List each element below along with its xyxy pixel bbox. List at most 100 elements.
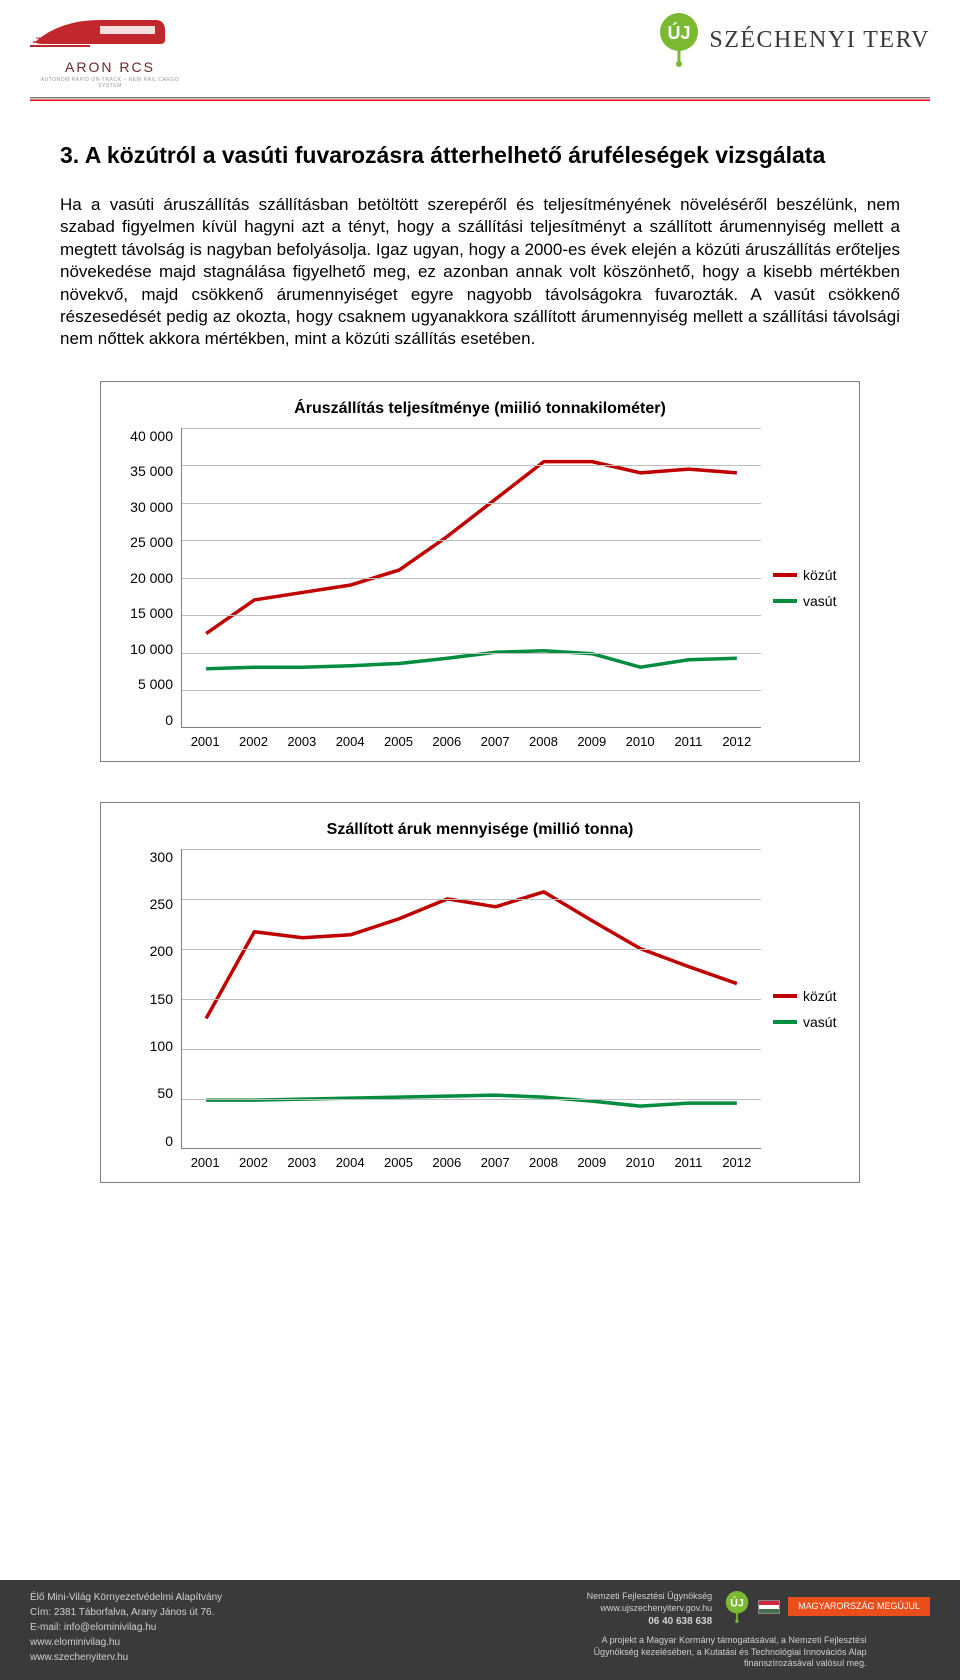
xtick-label: 2006 xyxy=(423,734,471,749)
legend-label: közút xyxy=(803,988,836,1004)
xtick-label: 2001 xyxy=(181,1155,229,1170)
gridline xyxy=(182,1049,761,1050)
xtick-label: 2011 xyxy=(664,1155,712,1170)
gridline xyxy=(182,849,761,850)
gridline xyxy=(182,465,761,466)
gridline xyxy=(182,949,761,950)
chart-2-xaxis: 2001200220032004200520062007200820092010… xyxy=(181,1149,761,1170)
chart-2-plot xyxy=(181,849,761,1149)
legend-item: közút xyxy=(773,988,841,1004)
gridline xyxy=(182,503,761,504)
legend-swatch-icon xyxy=(773,1020,797,1024)
xtick-label: 2012 xyxy=(713,734,761,749)
xtick-label: 2008 xyxy=(519,734,567,749)
main-content: 3. A közútról a vasúti fuvarozásra átter… xyxy=(0,101,960,1243)
ytick-label: 250 xyxy=(150,896,173,912)
train-icon xyxy=(30,12,170,52)
ytick-label: 30 000 xyxy=(130,499,173,515)
gridline xyxy=(182,615,761,616)
footer-nfu-top: Nemzeti Fejlesztési Ügynökség xyxy=(587,1590,713,1603)
svg-text:ÚJ: ÚJ xyxy=(730,1596,744,1609)
ytick-label: 50 xyxy=(157,1085,173,1101)
xtick-label: 2006 xyxy=(423,1155,471,1170)
footer-org: Élő Mini-Világ Környezetvédelmi Alapítvá… xyxy=(30,1590,222,1605)
gridline xyxy=(182,1099,761,1100)
xtick-label: 2003 xyxy=(278,1155,326,1170)
aron-logo-subtext: AUTONOM RAPID ON-TRACK – NEW RAIL CARGO … xyxy=(30,77,190,89)
legend-swatch-icon xyxy=(773,994,797,998)
gridline xyxy=(182,578,761,579)
xtick-label: 2003 xyxy=(278,734,326,749)
xtick-label: 2007 xyxy=(471,1155,519,1170)
chart-1-title: Áruszállítás teljesítménye (miilió tonna… xyxy=(119,400,841,418)
series-line xyxy=(206,1095,737,1106)
legend-item: vasút xyxy=(773,593,841,609)
legend-label: vasút xyxy=(803,593,836,609)
szechenyi-logo: ÚJ SZÉCHENYI TERV xyxy=(657,12,930,68)
page-footer: Élő Mini-Világ Környezetvédelmi Alapítvá… xyxy=(0,1580,960,1680)
xtick-label: 2004 xyxy=(326,734,374,749)
chart-1-yaxis: 40 00035 00030 00025 00020 00015 00010 0… xyxy=(119,428,181,728)
xtick-label: 2010 xyxy=(616,1155,664,1170)
xtick-label: 2012 xyxy=(713,1155,761,1170)
footer-nfu-phone: 06 40 638 638 xyxy=(587,1615,713,1629)
chart-1-xaxis: 2001200220032004200520062007200820092010… xyxy=(181,728,761,749)
footer-project-text: A projekt a Magyar Kormány támogatásával… xyxy=(587,1635,867,1670)
ytick-label: 5 000 xyxy=(138,676,173,692)
legend-item: közút xyxy=(773,567,841,583)
gridline xyxy=(182,999,761,1000)
ytick-label: 40 000 xyxy=(130,428,173,444)
chart-2-yaxis: 300 250 200 150 100 50 0 xyxy=(119,849,181,1149)
xtick-label: 2009 xyxy=(568,734,616,749)
xtick-label: 2008 xyxy=(519,1155,567,1170)
ytick-label: 0 xyxy=(165,712,173,728)
ytick-label: 10 000 xyxy=(130,641,173,657)
footer-email: E-mail: info@elominivilag.hu xyxy=(30,1620,222,1635)
hungary-flag-icon xyxy=(758,1600,780,1614)
chart-2-legend: közút vasút xyxy=(761,849,841,1170)
footer-url2: www.szechenyiterv.hu xyxy=(30,1650,222,1665)
xtick-label: 2005 xyxy=(374,734,422,749)
uj-badge-small-icon: ÚJ xyxy=(724,1590,750,1624)
body-paragraph: Ha a vasúti áruszállítás szállításban be… xyxy=(60,194,900,351)
ytick-label: 25 000 xyxy=(130,534,173,550)
footer-nfu-url: www.ujszechenyiterv.gov.hu xyxy=(587,1602,713,1615)
szechenyi-label: SZÉCHENYI TERV xyxy=(709,27,930,54)
xtick-label: 2002 xyxy=(229,1155,277,1170)
xtick-label: 2004 xyxy=(326,1155,374,1170)
footer-right-block: Nemzeti Fejlesztési Ügynökség www.ujszec… xyxy=(587,1590,930,1670)
xtick-label: 2009 xyxy=(568,1155,616,1170)
xtick-label: 2005 xyxy=(374,1155,422,1170)
ytick-label: 100 xyxy=(150,1038,173,1054)
section-heading: 3. A közútról a vasúti fuvarozásra átter… xyxy=(60,141,900,170)
legend-item: vasút xyxy=(773,1014,841,1030)
ytick-label: 20 000 xyxy=(130,570,173,586)
footer-contact: Élő Mini-Világ Környezetvédelmi Alapítvá… xyxy=(30,1590,222,1665)
xtick-label: 2001 xyxy=(181,734,229,749)
aron-logo: ARON RCS AUTONOM RAPID ON-TRACK – NEW RA… xyxy=(30,12,190,89)
gridline xyxy=(182,690,761,691)
ytick-label: 35 000 xyxy=(130,463,173,479)
svg-text:ÚJ: ÚJ xyxy=(668,22,691,43)
ytick-label: 300 xyxy=(150,849,173,865)
ytick-label: 150 xyxy=(150,991,173,1007)
chart-1-plot xyxy=(181,428,761,728)
ytick-label: 0 xyxy=(165,1133,173,1149)
legend-label: vasút xyxy=(803,1014,836,1030)
xtick-label: 2007 xyxy=(471,734,519,749)
footer-badge-strip: ÚJ MAGYARORSZÁG MEGÚJUL xyxy=(724,1590,930,1624)
gridline xyxy=(182,653,761,654)
chart-2-frame: Szállított áruk mennyisége (millió tonna… xyxy=(100,802,860,1183)
chart-2-title: Szállított áruk mennyisége (millió tonna… xyxy=(119,821,841,839)
xtick-label: 2011 xyxy=(664,734,712,749)
series-line xyxy=(206,461,737,633)
gridline xyxy=(182,428,761,429)
legend-swatch-icon xyxy=(773,573,797,577)
ytick-label: 200 xyxy=(150,943,173,959)
legend-label: közút xyxy=(803,567,836,583)
uj-badge-icon: ÚJ xyxy=(657,12,701,68)
gridline xyxy=(182,540,761,541)
legend-swatch-icon xyxy=(773,599,797,603)
gridline xyxy=(182,899,761,900)
footer-url1: www.elominivilag.hu xyxy=(30,1635,222,1650)
